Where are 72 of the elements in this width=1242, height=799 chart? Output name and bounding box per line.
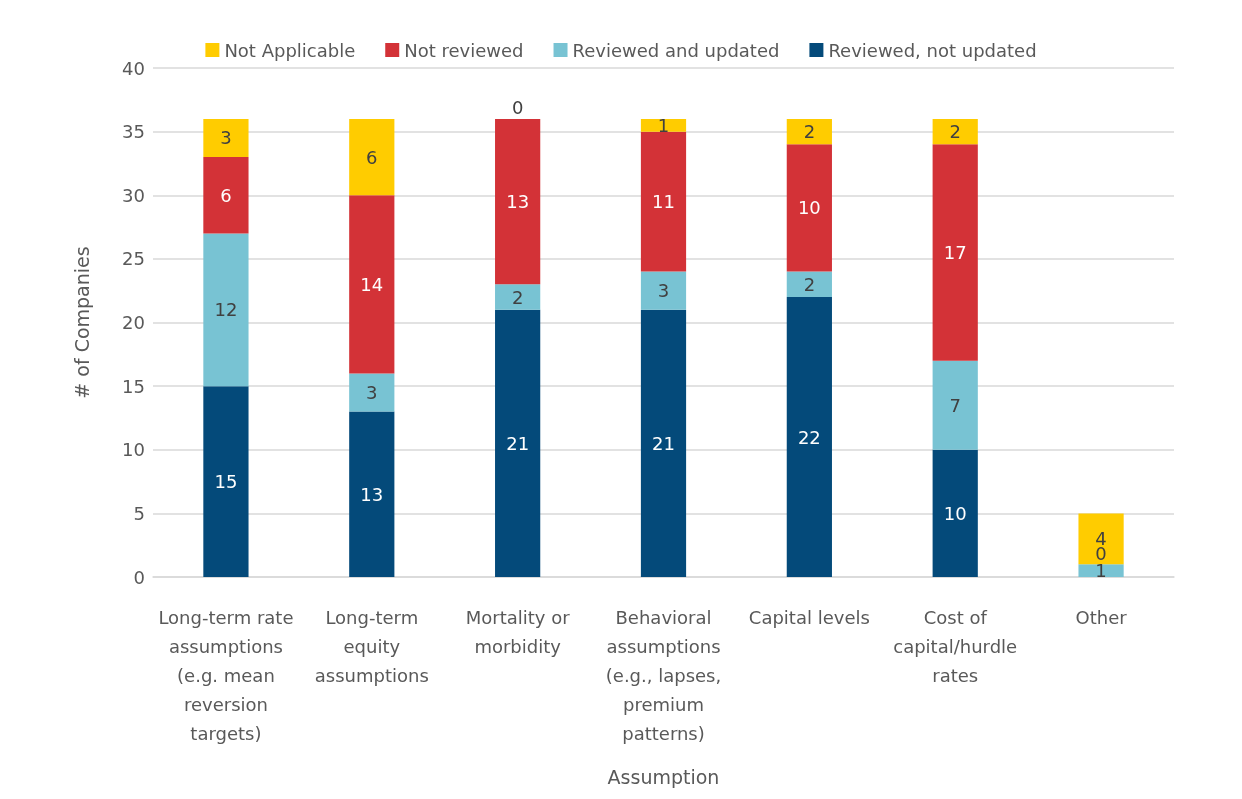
bar: [495, 309, 541, 577]
bar: [1078, 513, 1124, 565]
data-label: 6: [366, 146, 378, 168]
bar: [495, 118, 541, 285]
data-label: 3: [657, 280, 670, 302]
data-label: 7: [949, 394, 961, 416]
y-tick-label: 15: [122, 375, 145, 397]
data-label: 22: [797, 426, 821, 448]
data-label: 21: [506, 432, 530, 454]
bar: [349, 195, 395, 374]
x-tick-label: Long-term equity assumptions: [314, 607, 429, 686]
data-label: 6: [220, 184, 232, 206]
y-tick-label: 0: [133, 566, 145, 588]
x-tick-label: Long-term rate assumptions (e.g. mean reversion targets): [158, 607, 294, 744]
bar: [786, 144, 832, 272]
data-label: 3: [220, 127, 232, 149]
y-tick-label: 40: [122, 57, 145, 79]
bar: [786, 271, 832, 298]
y-tick-label: 25: [122, 248, 145, 270]
bar: [640, 271, 687, 310]
data-label: 12: [214, 299, 238, 321]
bar: [932, 360, 978, 450]
data-label: 15: [214, 471, 238, 493]
data-label: 10: [943, 502, 967, 524]
bar: [640, 309, 687, 577]
bar: [932, 449, 978, 577]
data-label: 2: [949, 121, 961, 143]
data-label: 10: [797, 197, 821, 219]
data-label: 13: [360, 483, 384, 505]
data-label: 1: [657, 114, 670, 136]
data-label: 13: [506, 191, 530, 213]
bar: [203, 233, 249, 387]
y-tick-label: 30: [122, 184, 145, 206]
data-label: 2: [803, 273, 816, 295]
bar: [349, 118, 395, 196]
bar: [640, 118, 687, 132]
bar: [932, 144, 978, 361]
legend-label: Reviewed and updated: [572, 39, 780, 61]
bar: [203, 386, 249, 577]
bar: [349, 373, 395, 412]
y-tick-label: 20: [122, 312, 145, 333]
data-label: 17: [943, 242, 967, 264]
bar: [786, 297, 832, 577]
data-label: 1: [1095, 560, 1107, 582]
y-tick-label: 35: [122, 121, 145, 143]
bar: [1078, 564, 1124, 577]
y-axis-title: # of Companies: [70, 246, 93, 399]
legend-label: Reviewed, not updated: [828, 39, 1037, 61]
x-tick-label: Capital levels: [748, 607, 870, 628]
bar: [640, 131, 687, 272]
bar: [495, 284, 541, 310]
data-label: 14: [360, 273, 384, 295]
x-tick-label: Mortality or morbidity: [465, 607, 571, 657]
bar: [203, 118, 249, 158]
data-label: 2: [511, 286, 524, 308]
y-tick-label: 5: [133, 502, 145, 524]
bar: [349, 411, 395, 577]
data-label: 3: [366, 381, 378, 403]
x-tick-label: Cost of capital/hurdle rates: [893, 607, 1018, 686]
legend-label: Not Applicable: [224, 39, 356, 61]
bar: [203, 157, 249, 234]
data-label: 2: [803, 121, 816, 143]
bar: [786, 118, 832, 145]
data-label: 21: [652, 432, 675, 454]
y-tick-label: 10: [122, 439, 145, 461]
data-label: 11: [652, 191, 675, 213]
legend-label: Not reviewed: [404, 39, 524, 61]
x-tick-label: Other: [1075, 607, 1128, 628]
x-tick-label: Behavioral assumptions (e.g., lapses, premium patterns): [605, 607, 722, 744]
x-axis-title: Assumption: [607, 765, 720, 788]
data-label: 0: [511, 97, 524, 119]
bar: [932, 118, 978, 145]
